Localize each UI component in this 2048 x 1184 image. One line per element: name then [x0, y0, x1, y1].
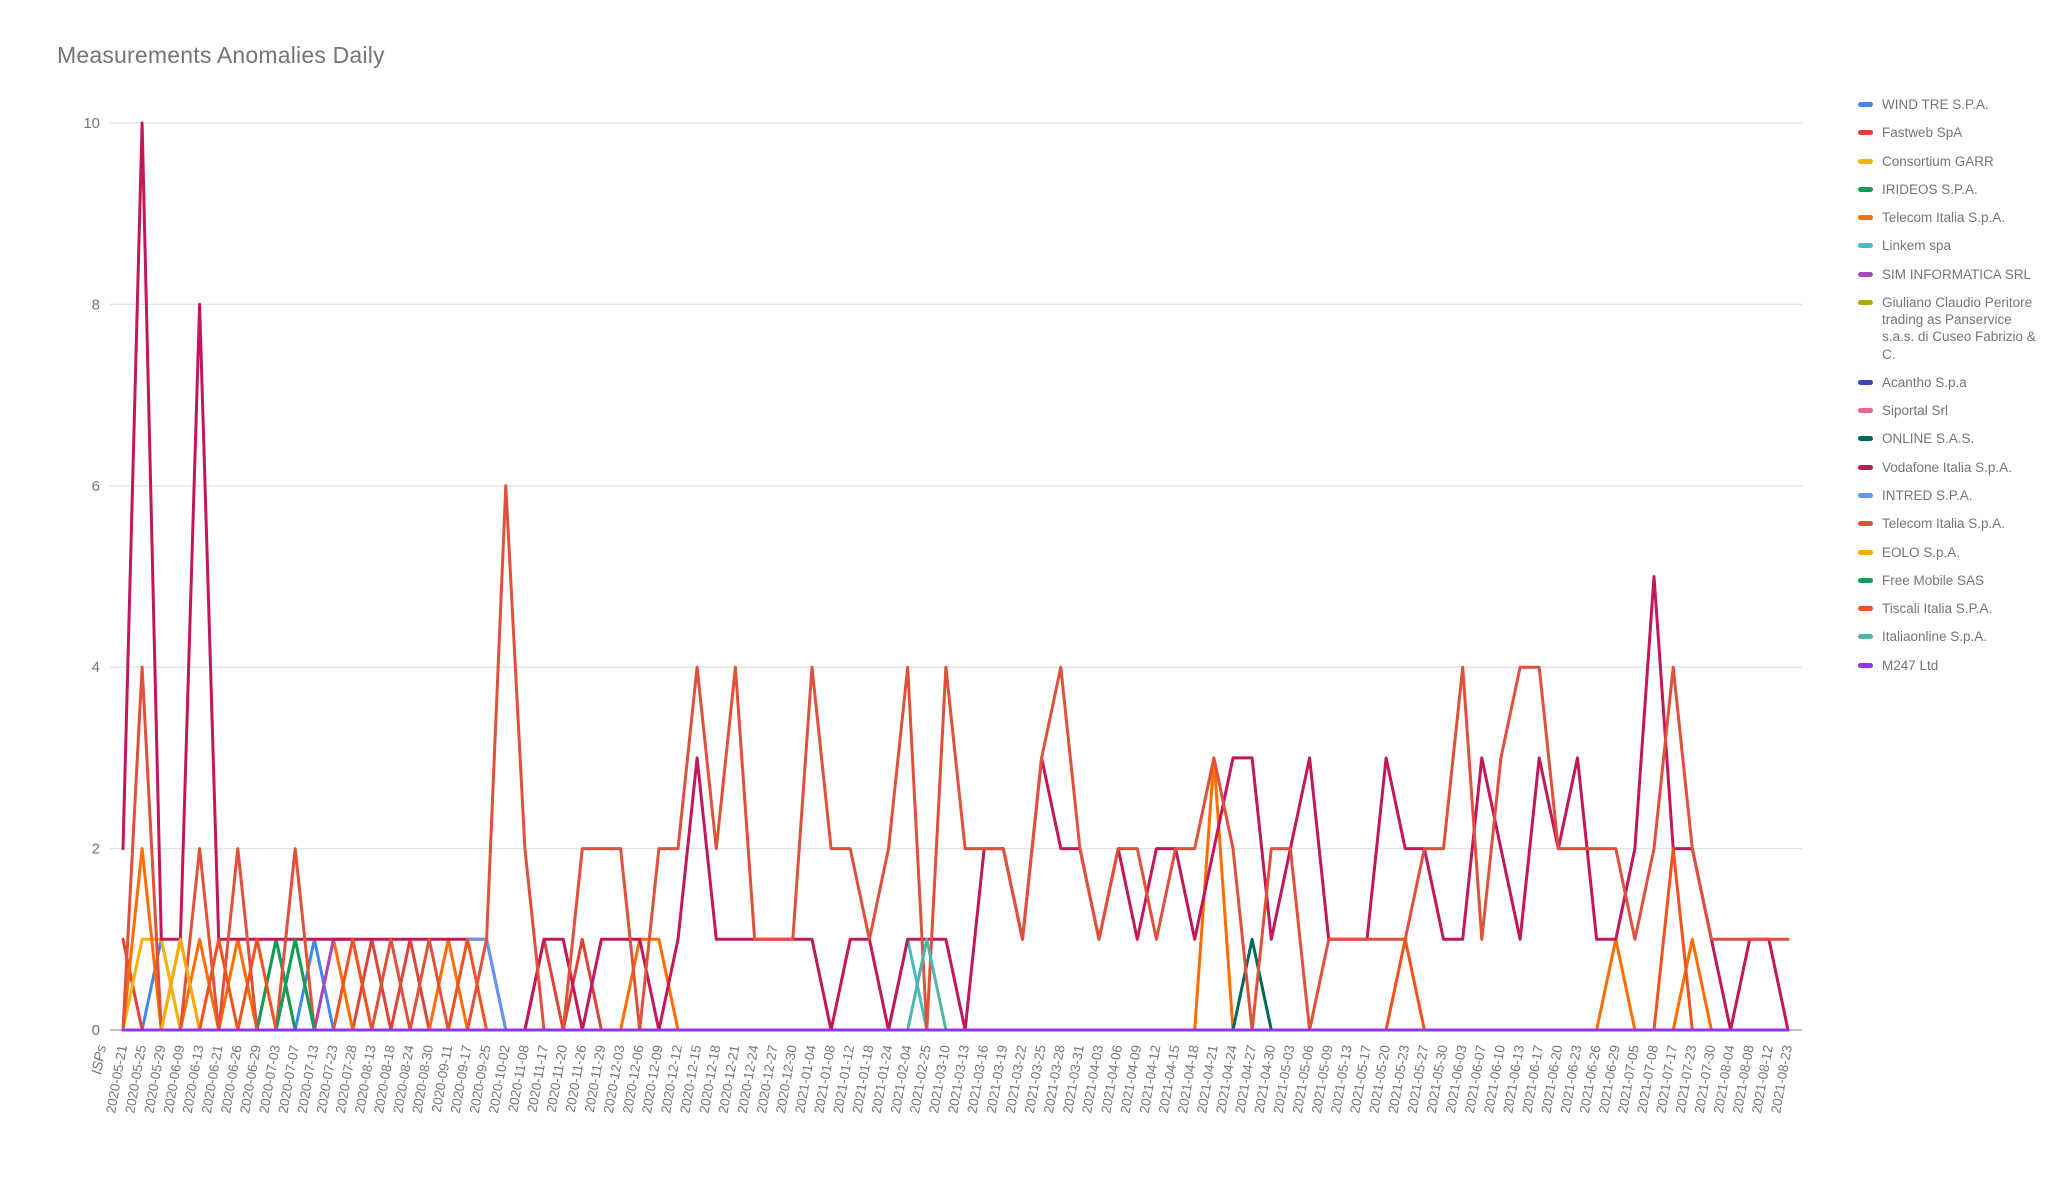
- legend-label: Free Mobile SAS: [1882, 572, 1985, 588]
- legend-item-series-4-telecom-italia-s-p-a[interactable]: Telecom Italia S.p.A.: [1858, 209, 2040, 226]
- legend-swatch-icon: [1858, 492, 1873, 498]
- legend-item-series-5-linkem-spa[interactable]: Linkem spa: [1858, 237, 2040, 254]
- legend-label: Siportal Srl: [1882, 403, 1949, 419]
- legend-label: Tiscali Italia S.P.A.: [1882, 601, 1993, 617]
- legend: WIND TRE S.P.A. Fastweb SpA Consortium GAR…: [1858, 96, 2040, 674]
- series-11-vodafone-italia-s-p-a-line: [121, 121, 1790, 1032]
- legend-item-series-18-m247-ltd[interactable]: M247 Ltd: [1858, 657, 2040, 674]
- legend-swatch-icon: [1858, 299, 1873, 305]
- legend-label: Consortium GARR: [1882, 153, 1994, 169]
- series-13-telecom-italia-s-p-a-line: [121, 484, 1790, 1032]
- legend-item-series-13-telecom-italia-s-p-a[interactable]: Telecom Italia S.p.A.: [1858, 515, 2040, 532]
- legend-swatch-icon: [1858, 662, 1873, 668]
- legend-label: Vodafone Italia S.p.A.: [1882, 459, 2012, 475]
- legend-swatch-icon: [1858, 464, 1873, 470]
- legend-swatch-icon: [1858, 606, 1873, 612]
- legend-swatch-icon: [1858, 379, 1873, 385]
- legend-swatch-icon: [1858, 158, 1873, 164]
- legend-label: INTRED S.P.A.: [1882, 487, 1973, 503]
- y-tick-label: 4: [92, 659, 100, 676]
- y-tick-label: 10: [83, 115, 100, 132]
- legend-item-series-1-fastweb-spa[interactable]: Fastweb SpA: [1858, 124, 2040, 141]
- legend-item-series-14-eolo-s-p-a[interactable]: EOLO S.p.A.: [1858, 544, 2040, 561]
- legend-label: Fastweb SpA: [1882, 125, 1963, 141]
- legend-label: Telecom Italia S.p.A.: [1882, 210, 2006, 226]
- legend-swatch-icon: [1858, 186, 1873, 192]
- legend-label: Italiaonline S.p.A.: [1882, 629, 1988, 645]
- x-axis-title: ISPs: [88, 1044, 109, 1076]
- legend-item-series-2-consortium-garr[interactable]: Consortium GARR: [1858, 153, 2040, 170]
- legend-swatch-icon: [1858, 408, 1873, 414]
- y-tick-label: 2: [92, 841, 100, 858]
- legend-swatch-icon: [1858, 215, 1873, 221]
- legend-swatch-icon: [1858, 577, 1873, 583]
- legend-item-series-10-online-s-a-s[interactable]: ONLINE S.A.S.: [1858, 430, 2040, 447]
- page-title: Measurements Anomalies Daily: [57, 42, 385, 68]
- y-tick-label: 6: [92, 478, 100, 495]
- legend-swatch-icon: [1858, 634, 1873, 640]
- legend-item-series-7-giuliano-claudio-peritore-trad[interactable]: Giuliano Claudio Peritore trading as Pan…: [1858, 294, 2040, 363]
- legend-item-series-6-sim-informatica-srl[interactable]: SIM INFORMATICA SRL: [1858, 266, 2040, 283]
- legend-swatch-icon: [1858, 521, 1873, 527]
- legend-item-series-8-acantho-s-p-a[interactable]: Acantho S.p.a: [1858, 374, 2040, 391]
- legend-label: Linkem spa: [1882, 238, 1952, 254]
- legend-item-series-9-siportal-srl[interactable]: Siportal Srl: [1858, 402, 2040, 419]
- y-tick-label: 8: [92, 296, 100, 313]
- legend-item-series-17-italiaonline-s-p-a[interactable]: Italiaonline S.p.A.: [1858, 628, 2040, 645]
- legend-item-series-16-tiscali-italia-s-p-a[interactable]: Tiscali Italia S.P.A.: [1858, 600, 2040, 617]
- legend-label: Giuliano Claudio Peritore trading as Pan…: [1882, 294, 2036, 362]
- legend-label: SIM INFORMATICA SRL: [1882, 266, 2032, 282]
- legend-label: EOLO S.p.A.: [1882, 544, 1961, 560]
- legend-label: Telecom Italia S.p.A.: [1882, 516, 2006, 532]
- legend-item-series-11-vodafone-italia-s-p-a[interactable]: Vodafone Italia S.p.A.: [1858, 459, 2040, 476]
- legend-swatch-icon: [1858, 243, 1873, 249]
- legend-label: Acantho S.p.a: [1882, 374, 1967, 390]
- legend-item-series-12-intred-s-p-a[interactable]: INTRED S.P.A.: [1858, 487, 2040, 504]
- legend-label: WIND TRE S.P.A.: [1882, 97, 1989, 112]
- legend-swatch-icon: [1858, 271, 1873, 277]
- legend-item-series-15-free-mobile-sas[interactable]: Free Mobile SAS: [1858, 572, 2040, 589]
- legend-label: ONLINE S.A.S.: [1882, 431, 1975, 447]
- y-tick-label: 0: [92, 1022, 100, 1039]
- legend-swatch-icon: [1858, 102, 1873, 107]
- legend-item-series-3-irideos-s-p-a[interactable]: IRIDEOS S.P.A.: [1858, 181, 2040, 198]
- legend-item-series-0-wind-tre-s-p-a[interactable]: WIND TRE S.P.A.: [1858, 96, 2040, 113]
- legend-swatch-icon: [1858, 130, 1873, 136]
- legend-label: IRIDEOS S.P.A.: [1882, 181, 1978, 197]
- legend-swatch-icon: [1858, 549, 1873, 555]
- legend-swatch-icon: [1858, 436, 1873, 442]
- legend-label: M247 Ltd: [1882, 657, 1939, 673]
